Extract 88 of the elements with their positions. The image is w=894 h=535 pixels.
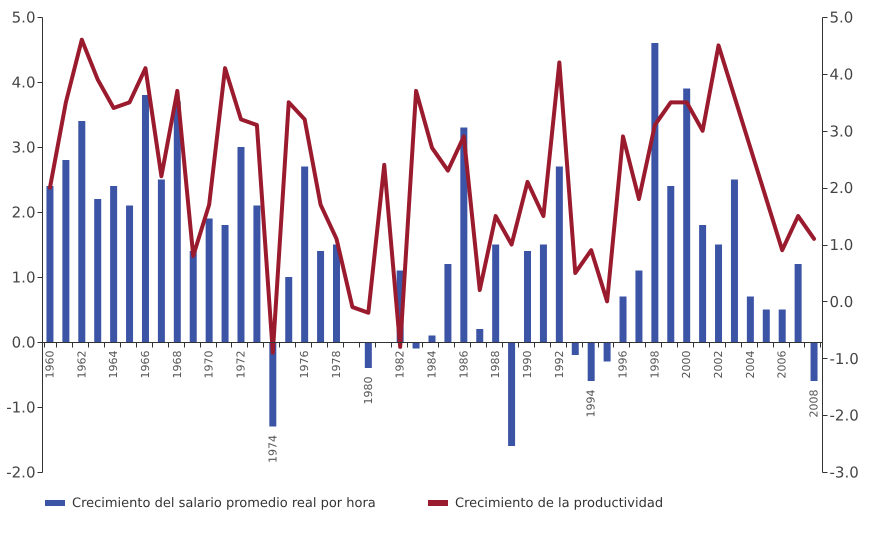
x-tick-label: 1990 [521,350,534,378]
bar [620,296,627,342]
x-tick-label: 1976 [298,350,312,378]
x-tick-label: 1970 [202,350,216,378]
y2-tick-label: 1.0 [830,236,854,254]
bar [778,310,786,342]
x-tick-label: 2002 [712,350,726,378]
y2-tick-label: -2.0 [830,406,859,425]
y-tick-label: 5.0 [12,8,36,26]
bar [715,244,722,342]
x-tick-label: 1974 [266,435,280,463]
y-tick-label: 2.0 [12,204,36,222]
x-tick-label: 2008 [808,390,821,418]
bar [364,342,372,368]
y2-tick-label: -3.0 [830,464,859,482]
legend-label: Crecimiento del salario promedio real por hora [72,496,376,511]
y-tick-label: 4.0 [12,74,36,92]
x-tick-label: 2004 [744,350,757,378]
bar [683,88,690,342]
y-tick-label: -1.0 [6,398,36,416]
bar [317,251,324,342]
bar [301,166,308,342]
x-tick-label: 1996 [616,350,630,378]
bar [253,206,260,342]
bar [78,121,86,342]
x-tick-label: 1960 [43,350,56,378]
x-tick-label: 1994 [584,390,598,418]
x-tick-label: 1966 [138,350,152,378]
bar [332,244,340,342]
bar [667,186,674,342]
bar [762,310,770,342]
bar [508,342,516,446]
bar [588,342,595,381]
x-tick-label: 1972 [234,350,248,378]
y2-tick-label: 5.0 [830,8,854,26]
bar [476,329,484,342]
bar [110,186,118,342]
bar [540,244,547,342]
bar [492,244,500,342]
bar [604,342,611,362]
legend-label: Crecimiento de la productividad [455,496,664,511]
bar [524,251,532,342]
bar [444,264,452,342]
y2-tick-label: 0.0 [830,292,854,311]
bar [94,199,102,342]
x-tick-label: 1998 [648,350,662,378]
bar [428,336,436,342]
y2-tick-label: 4.0 [830,65,854,84]
bar [794,264,802,342]
bar [190,251,197,342]
bar [285,277,292,342]
bar [142,95,149,342]
bar [126,206,134,342]
x-tick-label: 1992 [552,350,566,378]
y2-tick-label: -1.0 [830,350,859,368]
bar [222,225,229,342]
x-tick-label: 1988 [489,350,502,378]
x-tick-label: 1968 [170,350,184,378]
y-tick-label: 0.0 [12,334,36,352]
bar [158,180,165,342]
x-tick-label: 1986 [457,350,470,378]
x-tick-label: 1978 [330,350,343,378]
bar [556,166,563,342]
bar [810,342,818,381]
y2-tick-label: 3.0 [830,122,854,140]
bar [572,342,579,355]
x-tick-label: 1980 [362,376,375,404]
bar [699,225,706,342]
y-tick-label: -2.0 [6,464,36,482]
bar [746,296,754,342]
bar [651,43,658,342]
bar [46,186,54,342]
bar [237,147,244,342]
x-tick-label: 1984 [426,350,438,378]
x-tick-label: 1962 [75,350,88,378]
y2-tick-label: 2.0 [830,179,854,198]
x-tick-label: 2000 [680,350,694,378]
y-tick-label: 1.0 [12,268,36,286]
y-tick-label: 3.0 [12,138,36,156]
bar [730,180,738,342]
bar [174,102,181,342]
bar [269,342,276,426]
x-tick-label: 2006 [776,350,789,378]
x-tick-label: 1982 [394,350,407,378]
x-tick-label: 1964 [107,350,120,378]
bar [635,270,642,342]
bar [206,218,213,342]
bar [62,160,70,342]
